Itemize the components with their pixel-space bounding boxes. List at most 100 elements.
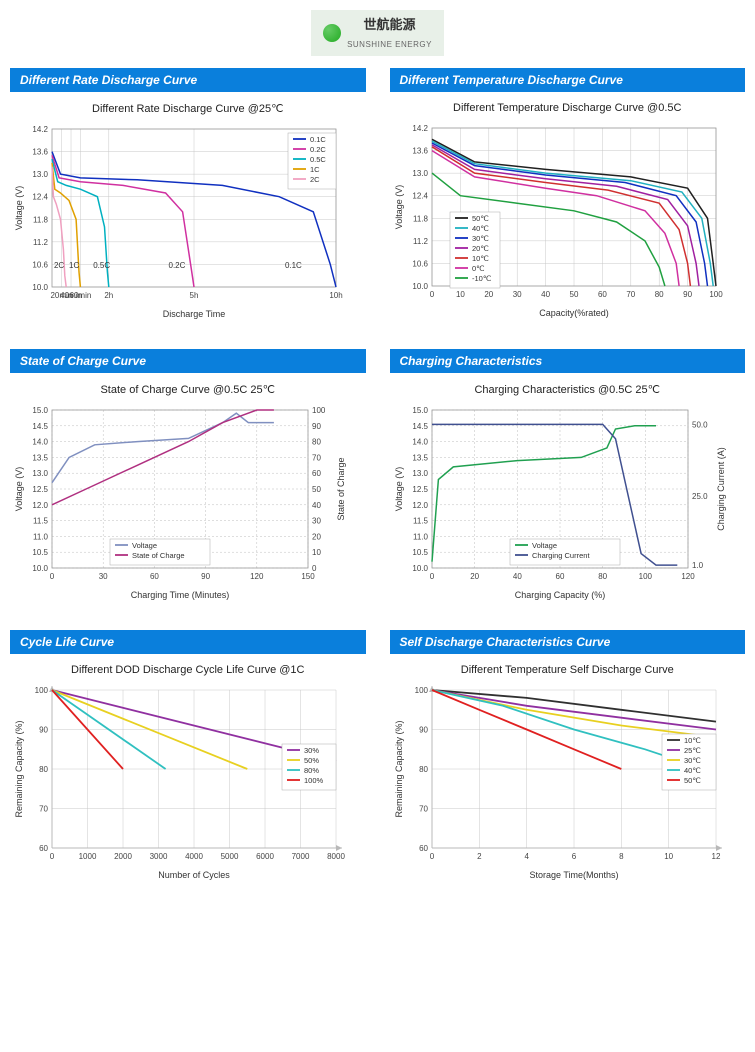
svg-text:0.5C: 0.5C (93, 261, 110, 270)
svg-text:8000: 8000 (327, 852, 345, 861)
svg-text:100: 100 (709, 290, 723, 299)
svg-text:12: 12 (711, 852, 720, 861)
svg-text:12.4: 12.4 (32, 193, 48, 202)
cell-selfdis: Self Discharge Characteristics Curve Dif… (390, 630, 746, 884)
svg-text:60: 60 (597, 290, 606, 299)
svg-text:11.8: 11.8 (413, 214, 429, 223)
svg-text:50℃: 50℃ (684, 776, 701, 785)
header-temp-discharge: Different Temperature Discharge Curve (390, 68, 746, 92)
svg-text:80: 80 (312, 438, 321, 447)
svg-text:Remaining Capacity (%): Remaining Capacity (%) (394, 720, 404, 817)
svg-text:90: 90 (312, 422, 321, 431)
svg-text:Charging Time (Minutes): Charging Time (Minutes) (131, 590, 230, 600)
svg-text:50%: 50% (304, 756, 319, 765)
header-selfdis: Self Discharge Characteristics Curve (390, 630, 746, 654)
svg-text:13.5: 13.5 (32, 453, 48, 462)
svg-text:60: 60 (419, 844, 428, 853)
svg-text:0: 0 (50, 852, 55, 861)
svg-text:25.0: 25.0 (692, 492, 708, 501)
svg-text:40℃: 40℃ (684, 766, 701, 775)
svg-text:13.0: 13.0 (412, 469, 428, 478)
svg-text:4000: 4000 (185, 852, 203, 861)
svg-text:30℃: 30℃ (684, 756, 701, 765)
svg-text:70: 70 (419, 805, 428, 814)
header-rate-discharge: Different Rate Discharge Curve (10, 68, 366, 92)
svg-text:10.5: 10.5 (32, 548, 48, 557)
svg-text:2C: 2C (310, 175, 320, 184)
svg-text:2000: 2000 (114, 852, 132, 861)
svg-text:13.5: 13.5 (412, 453, 428, 462)
svg-text:Discharge Time: Discharge Time (163, 309, 226, 319)
svg-text:15.0: 15.0 (32, 406, 48, 415)
cell-soc: State of Charge Curve State of Charge Cu… (10, 349, 366, 604)
chart-soc: 10.010.511.011.512.012.513.013.514.014.5… (10, 404, 366, 604)
header-soc: State of Charge Curve (10, 349, 366, 373)
svg-text:40: 40 (312, 501, 321, 510)
svg-text:25℃: 25℃ (684, 746, 701, 755)
svg-text:20: 20 (312, 532, 321, 541)
svg-text:1C: 1C (310, 165, 320, 174)
header-charging: Charging Characteristics (390, 349, 746, 373)
svg-text:0: 0 (429, 572, 434, 581)
title-temp-discharge: Different Temperature Discharge Curve @0… (390, 102, 746, 114)
svg-text:13.6: 13.6 (32, 148, 48, 157)
svg-text:Remaining Capacity (%): Remaining Capacity (%) (14, 720, 24, 817)
svg-text:0: 0 (50, 572, 55, 581)
svg-text:10: 10 (312, 548, 321, 557)
svg-text:90: 90 (201, 572, 210, 581)
cell-charging: Charging Characteristics Charging Charac… (390, 349, 746, 604)
svg-text:8: 8 (619, 852, 624, 861)
svg-text:90: 90 (683, 290, 692, 299)
svg-text:60: 60 (555, 572, 564, 581)
svg-text:20: 20 (470, 572, 479, 581)
svg-text:13.0: 13.0 (32, 469, 48, 478)
svg-text:0.5C: 0.5C (310, 155, 326, 164)
svg-text:5h: 5h (190, 291, 199, 300)
svg-text:10.6: 10.6 (412, 259, 428, 268)
svg-text:Voltage: Voltage (532, 541, 557, 550)
svg-text:120: 120 (250, 572, 264, 581)
chart-selfdis: 60708090100024681012Storage Time(Months)… (390, 684, 746, 884)
svg-text:10.5: 10.5 (412, 548, 428, 557)
svg-text:Voltage (V): Voltage (V) (394, 467, 404, 512)
title-soc: State of Charge Curve @0.5C 25℃ (10, 383, 366, 396)
chart-rate-discharge: 10.010.611.211.812.413.013.614.220min40m… (10, 123, 366, 323)
svg-text:50: 50 (312, 485, 321, 494)
svg-text:14.2: 14.2 (412, 124, 428, 133)
svg-text:0: 0 (429, 290, 434, 299)
svg-text:2C: 2C (54, 261, 64, 270)
svg-text:20℃: 20℃ (472, 244, 489, 253)
chart-temp-discharge: 10.010.611.211.812.413.013.614.201020304… (390, 122, 746, 322)
svg-text:30: 30 (99, 572, 108, 581)
svg-text:11.2: 11.2 (413, 237, 429, 246)
svg-text:Voltage: Voltage (132, 541, 157, 550)
leaf-icon (323, 24, 341, 42)
svg-text:0.2C: 0.2C (310, 145, 326, 154)
svg-text:10.0: 10.0 (32, 564, 48, 573)
svg-text:12.4: 12.4 (412, 192, 428, 201)
svg-text:20: 20 (484, 290, 493, 299)
svg-text:0: 0 (429, 852, 434, 861)
svg-text:4: 4 (524, 852, 529, 861)
svg-text:0℃: 0℃ (472, 264, 485, 273)
svg-text:30: 30 (312, 517, 321, 526)
svg-text:11.2: 11.2 (33, 238, 49, 247)
svg-text:60min: 60min (70, 291, 92, 300)
svg-text:State of Charge: State of Charge (132, 551, 185, 560)
svg-text:0: 0 (312, 564, 317, 573)
svg-text:70: 70 (626, 290, 635, 299)
svg-text:40: 40 (541, 290, 550, 299)
svg-text:70: 70 (312, 453, 321, 462)
svg-text:80: 80 (654, 290, 663, 299)
svg-text:60: 60 (150, 572, 159, 581)
svg-text:6: 6 (571, 852, 576, 861)
svg-text:60: 60 (39, 844, 48, 853)
svg-text:7000: 7000 (292, 852, 310, 861)
svg-text:10℃: 10℃ (472, 254, 489, 263)
svg-text:90: 90 (39, 726, 48, 735)
svg-text:2h: 2h (104, 291, 113, 300)
svg-text:120: 120 (681, 572, 695, 581)
svg-text:80: 80 (39, 765, 48, 774)
svg-text:50.0: 50.0 (692, 420, 708, 429)
chart-cycle: 6070809010001000200030004000500060007000… (10, 684, 366, 884)
